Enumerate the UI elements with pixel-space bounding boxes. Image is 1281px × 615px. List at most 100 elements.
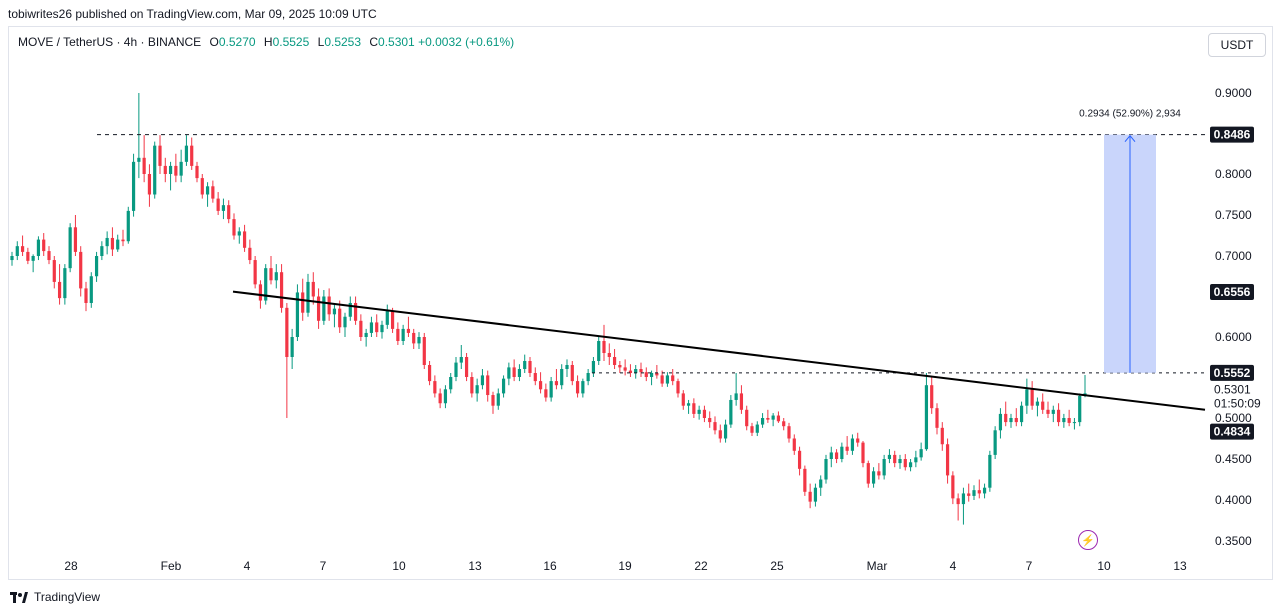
candle-body — [332, 308, 337, 315]
time-tick-label: 19 — [618, 559, 632, 573]
time-tick-label: 28 — [64, 559, 78, 573]
candle-body — [861, 442, 865, 464]
lightning-icon[interactable]: ⚡ — [1078, 530, 1098, 550]
candle-body — [1035, 401, 1040, 406]
target-price-label: 0.8486 — [1214, 128, 1251, 142]
candle-body — [628, 370, 633, 373]
candle-body — [105, 237, 109, 247]
candle-body — [295, 292, 300, 337]
candle-body — [988, 454, 992, 488]
candle-body — [570, 365, 574, 382]
symbol-title[interactable]: MOVE / TetherUS · 4h · BINANCE — [18, 35, 202, 49]
resistance-price-label: 0.6556 — [1214, 285, 1251, 299]
candle-body — [1078, 395, 1082, 423]
candle-body — [686, 403, 691, 406]
candle-body — [1009, 418, 1013, 423]
candle-body — [718, 430, 722, 439]
candle-body — [597, 341, 601, 361]
candle-body — [422, 337, 426, 365]
candle-body — [760, 418, 765, 425]
candle-body — [903, 459, 907, 468]
candle-body — [221, 205, 226, 211]
high-value: 0.5525 — [272, 35, 310, 49]
candle-body — [919, 449, 923, 458]
candle-body — [110, 237, 115, 250]
candle-body — [396, 328, 400, 341]
candle-body — [258, 284, 263, 301]
candle-body — [834, 452, 839, 459]
candle-body — [681, 393, 685, 406]
candle-body — [216, 198, 220, 211]
candle-body — [491, 395, 495, 406]
candle-body — [57, 281, 62, 299]
breakout-price-label: 0.5552 — [1214, 366, 1251, 380]
candle-body — [845, 446, 849, 451]
price-tick-label: 0.9000 — [1215, 86, 1252, 100]
candle-body — [401, 328, 405, 341]
candle-body — [808, 491, 812, 502]
candle-body — [655, 373, 659, 376]
candle-body — [369, 322, 374, 333]
candle-body — [639, 369, 643, 373]
candle-body — [665, 375, 670, 384]
candle-body — [967, 493, 971, 496]
publish-info: tobiwrites26 published on TradingView.co… — [8, 7, 377, 21]
candle-body — [993, 430, 997, 455]
open-label: O — [209, 35, 219, 49]
candle-body — [697, 409, 701, 414]
candle-body — [575, 381, 580, 394]
candle-body — [269, 268, 273, 281]
breakout-price-label-bg — [1210, 364, 1254, 381]
candle-body — [755, 424, 759, 433]
candle-body — [279, 272, 284, 308]
support-price-label: 0.4834 — [1214, 425, 1251, 439]
candle-body — [158, 145, 162, 166]
price-tick-label: 0.5000 — [1215, 411, 1252, 425]
footer-brand: TradingView — [34, 590, 101, 604]
candle-body — [47, 251, 51, 261]
candle-body — [750, 426, 754, 433]
time-tick-label: 4 — [950, 559, 957, 573]
candle-body — [544, 389, 548, 398]
candle-body — [528, 361, 532, 373]
candle-body — [533, 373, 537, 382]
candle-body — [73, 227, 78, 252]
candle-body — [734, 393, 738, 400]
candle-body — [163, 165, 167, 174]
candle-body — [443, 389, 448, 404]
candle-body — [121, 239, 125, 242]
time-tick-label: 7 — [1026, 559, 1033, 573]
candle-body — [195, 165, 199, 179]
candle-body — [1004, 413, 1008, 423]
candle-body — [348, 302, 352, 317]
price-tick-label: 0.8000 — [1215, 167, 1252, 181]
candle-body — [882, 459, 886, 476]
candle-body — [723, 424, 728, 439]
price-tick-label: 0.4500 — [1215, 452, 1252, 466]
candle-body — [1062, 418, 1066, 423]
candle-body — [126, 210, 130, 242]
tradingview-logo-icon — [10, 591, 28, 603]
candle-body — [52, 260, 56, 282]
candle-body — [311, 281, 315, 297]
candle-body — [998, 413, 1003, 431]
candle-body — [385, 311, 389, 325]
candle-body — [10, 256, 14, 261]
candle-body — [211, 186, 215, 199]
candle-body — [708, 418, 712, 423]
candle-body — [1056, 409, 1061, 423]
candle-body — [898, 459, 902, 464]
candle-body — [79, 251, 83, 289]
candle-body — [464, 357, 469, 377]
candle-body — [982, 487, 987, 494]
currency-button[interactable]: USDT — [1208, 33, 1266, 57]
candle-body — [866, 463, 870, 484]
candle-body — [438, 393, 442, 404]
candle-body — [840, 446, 844, 459]
candle-body — [470, 377, 474, 394]
time-tick-label: Feb — [161, 559, 182, 573]
candle-body — [766, 418, 770, 420]
candle-body — [486, 375, 490, 396]
candle-body — [137, 157, 141, 162]
